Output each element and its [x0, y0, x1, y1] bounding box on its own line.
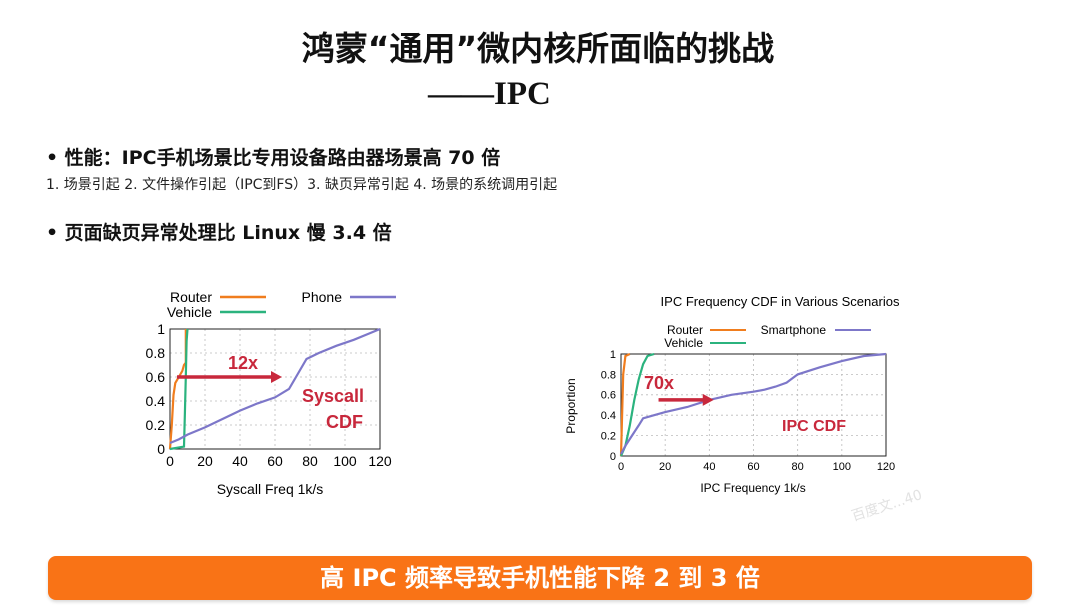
y-tick-label: 0	[610, 451, 616, 463]
y-tick-label: 0	[157, 441, 165, 457]
y-tick-label: 0.4	[601, 410, 616, 422]
legend-label-vehicle: Vehicle	[664, 336, 703, 350]
annotation-12x: 12x	[228, 353, 258, 373]
bullet-performance: • 性能：IPC手机场景比专用设备路由器场景高 70 倍	[46, 143, 500, 170]
series-line-smartphone	[620, 352, 887, 455]
legend-label-phone: Phone	[302, 289, 343, 305]
x-tick-label: 0	[166, 453, 174, 469]
plot-frame	[620, 353, 887, 457]
y-tick-label: 0.6	[146, 369, 166, 385]
x-tick-label: 120	[368, 453, 392, 469]
y-tick-label: 1	[610, 349, 616, 361]
chart-title: IPC Frequency CDF in Various Scenarios	[661, 294, 900, 309]
x-tick-label: 80	[302, 453, 318, 469]
y-tick-label: 0.8	[146, 345, 166, 361]
annotation-arrowhead	[702, 393, 714, 406]
sub-note: 1. 场景引起 2. 文件操作引起（IPC到FS）3. 缺页异常引起 4. 场景…	[46, 177, 558, 193]
series-line-router	[619, 352, 631, 457]
x-tick-label: 0	[618, 461, 624, 473]
x-tick-label: 60	[747, 461, 759, 473]
x-tick-label: 80	[792, 461, 804, 473]
x-tick-label: 40	[232, 453, 248, 469]
annotation-70x: 70x	[644, 373, 674, 393]
x-tick-label: 60	[267, 453, 283, 469]
y-tick-label: 1	[157, 321, 165, 337]
y-tick-label: 0.2	[146, 417, 166, 433]
x-axis-label: Syscall Freq 1k/s	[217, 481, 324, 497]
annotation-cdf: CDF	[326, 412, 363, 432]
series-line-vehicle	[619, 352, 655, 457]
slide-title: 鸿蒙“通用”微内核所面临的挑战	[301, 29, 775, 68]
syscall-cdf-chart: Router Vehicle Phone 0 20 40 60 80 100 120 0 0.2…	[146, 289, 396, 497]
annotation-syscall: Syscall	[302, 386, 364, 406]
legend-label-router: Router	[667, 323, 703, 337]
series-line-vehicle	[169, 328, 189, 451]
x-axis-label: IPC Frequency 1k/s	[700, 481, 805, 495]
chart-legend: Router Vehicle Phone	[167, 289, 396, 320]
y-tick-label: 0.2	[601, 430, 616, 442]
x-tick-label: 100	[333, 453, 357, 469]
x-tick-label: 120	[877, 461, 895, 473]
bullet-dot: •	[46, 222, 59, 244]
plot-frame	[169, 328, 381, 450]
y-tick-label: 0.4	[146, 393, 166, 409]
x-tick-label: 40	[703, 461, 715, 473]
x-tick-label: 100	[833, 461, 851, 473]
legend-label-router: Router	[170, 289, 212, 305]
legend-label-vehicle: Vehicle	[167, 304, 212, 320]
y-tick-label: 0.6	[601, 390, 616, 402]
chart-legend: Router Vehicle Smartphone	[664, 323, 871, 350]
bullet-text: 性能：IPC手机场景比专用设备路由器场景高 70 倍	[64, 147, 501, 169]
y-axis-label: Proportion	[564, 378, 578, 433]
x-tick-label: 20	[197, 453, 213, 469]
bullet-text: 页面缺页异常处理比 Linux 慢 3.4 倍	[64, 222, 392, 244]
series-line-phone	[169, 327, 381, 445]
y-tick-label: 0.8	[601, 369, 616, 381]
annotation-arrowhead	[271, 371, 282, 383]
ipc-cdf-chart: IPC Frequency CDF in Various Scenarios R…	[564, 294, 900, 495]
x-tick-label: 20	[659, 461, 671, 473]
legend-label-smartphone: Smartphone	[761, 323, 827, 337]
slide-subtitle: ——IPC	[428, 76, 551, 112]
conclusion-banner: 高 IPC 频率导致手机性能下降 2 到 3 倍	[48, 556, 1032, 600]
annotation-ipc-cdf: IPC CDF	[782, 418, 846, 435]
bullet-dot: •	[46, 147, 59, 169]
bullet-page-fault: • 页面缺页异常处理比 Linux 慢 3.4 倍	[46, 218, 392, 245]
